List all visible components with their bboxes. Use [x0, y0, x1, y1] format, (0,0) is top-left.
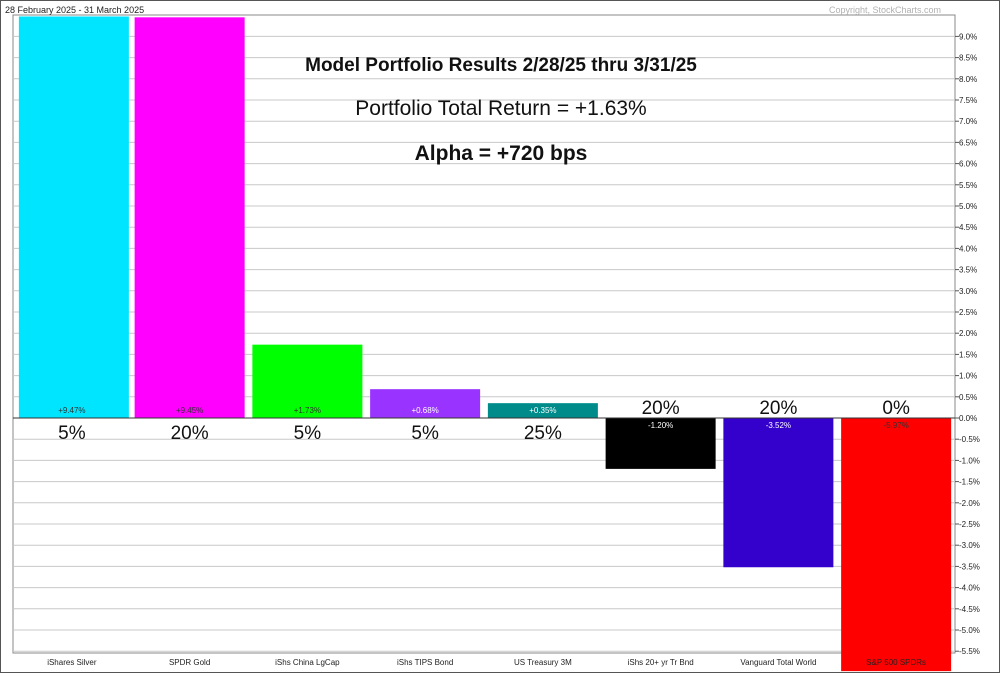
- weight-label: 20%: [171, 423, 209, 444]
- bar: [841, 418, 952, 672]
- x-category-label: US Treasury 3M: [514, 658, 572, 667]
- y-tick-label: 8.5%: [959, 54, 977, 63]
- copyright-label: Copyright, StockCharts.com: [828, 5, 941, 15]
- y-tick-label: 5.5%: [959, 181, 977, 190]
- y-tick-label: 7.0%: [959, 117, 977, 126]
- x-category-label: SPDR Gold: [169, 658, 210, 667]
- bar: [487, 403, 598, 418]
- y-tick-label: -1.0%: [959, 456, 980, 465]
- y-tick-label: -4.0%: [959, 584, 980, 593]
- x-category-label: S&P 500 SPDRs: [866, 658, 926, 667]
- alpha-annotation: Alpha = +720 bps: [414, 142, 588, 165]
- y-tick-label: 2.5%: [959, 308, 977, 317]
- total-return-annotation: Portfolio Total Return = +1.63%: [355, 97, 647, 120]
- weight-label: 5%: [294, 423, 322, 444]
- y-tick-label: 2.0%: [959, 329, 977, 338]
- y-tick-label: 1.5%: [959, 350, 977, 359]
- data-label: -3.52%: [766, 421, 791, 430]
- y-tick-label: -3.0%: [959, 541, 980, 550]
- weight-label: 0%: [882, 398, 910, 419]
- data-label: -1.20%: [648, 421, 673, 430]
- data-label: +0.35%: [529, 406, 556, 415]
- weight-label: 20%: [759, 398, 797, 419]
- y-tick-label: 3.5%: [959, 266, 977, 275]
- y-tick-label: -0.5%: [959, 435, 980, 444]
- data-label: -5.97%: [883, 421, 908, 430]
- y-tick-label: 4.5%: [959, 223, 977, 232]
- x-category-label: Vanguard Total World: [740, 658, 816, 667]
- y-tick-label: 5.0%: [959, 202, 977, 211]
- y-tick-label: -1.5%: [959, 478, 980, 487]
- data-label: +9.45%: [176, 406, 203, 415]
- y-tick-label: 3.0%: [959, 287, 977, 296]
- y-tick-label: -2.5%: [959, 520, 980, 529]
- data-label: +1.73%: [294, 406, 321, 415]
- y-tick-label: 9.0%: [959, 32, 977, 41]
- plot-area: [12, 14, 956, 654]
- weight-label: 20%: [642, 398, 680, 419]
- x-category-label: iShs TIPS Bond: [397, 658, 453, 667]
- y-tick-label: -5.5%: [959, 647, 980, 656]
- y-tick-label: -3.5%: [959, 562, 980, 571]
- date-range-label: 28 February 2025 - 31 March 2025: [5, 5, 145, 15]
- y-tick-label: -5.0%: [959, 626, 980, 635]
- bar: [252, 344, 363, 418]
- bar: [605, 418, 716, 469]
- chart-annotation-title: Model Portfolio Results 2/28/25 thru 3/3…: [305, 55, 697, 76]
- bar: [370, 389, 481, 418]
- data-label: +9.47%: [58, 406, 85, 415]
- y-tick-label: 1.0%: [959, 372, 977, 381]
- bar: [134, 17, 245, 418]
- y-tick-label: 0.0%: [959, 414, 977, 423]
- bar: [723, 418, 834, 568]
- y-tick-label: 0.5%: [959, 393, 977, 402]
- y-tick-label: -2.0%: [959, 499, 980, 508]
- x-category-label: iShs China LgCap: [275, 658, 340, 667]
- weight-label: 5%: [58, 423, 86, 444]
- weight-label: 25%: [524, 423, 562, 444]
- weight-label: 5%: [411, 423, 439, 444]
- bar: [18, 16, 129, 419]
- data-label: +0.68%: [411, 406, 438, 415]
- y-tick-label: 4.0%: [959, 244, 977, 253]
- x-category-label: iShares Silver: [47, 658, 97, 667]
- y-tick-label: -4.5%: [959, 605, 980, 614]
- y-tick-label: 8.0%: [959, 75, 977, 84]
- y-tick-label: 6.5%: [959, 138, 977, 147]
- y-tick-label: 6.0%: [959, 160, 977, 169]
- y-tick-label: 7.5%: [959, 96, 977, 105]
- x-category-label: iShs 20+ yr Tr Bnd: [628, 658, 694, 667]
